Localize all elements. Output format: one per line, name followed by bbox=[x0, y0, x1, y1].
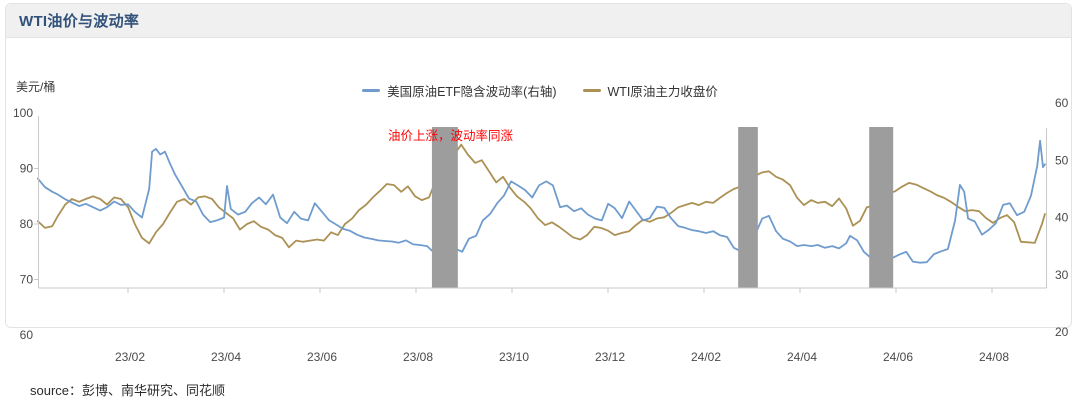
x-axis-label: 23/06 bbox=[307, 350, 337, 364]
source-note: source：彭博、南华研究、同花顺 bbox=[30, 383, 226, 398]
legend-item-price[interactable]: WTI原油主力收盘价 bbox=[582, 81, 718, 100]
right-axis-label: 40 bbox=[1055, 211, 1069, 225]
x-axis-label: 23/12 bbox=[595, 350, 625, 364]
x-axis-label: 24/08 bbox=[979, 350, 1009, 364]
right-axis-label: 60 bbox=[1055, 96, 1069, 110]
x-axis-label: 24/06 bbox=[883, 350, 913, 364]
right-axis-label: 20 bbox=[1055, 325, 1069, 339]
left-axis-unit-label: 美元/桶 bbox=[16, 80, 56, 94]
highlight-band bbox=[431, 127, 458, 288]
legend-label: WTI原油主力收盘价 bbox=[607, 85, 718, 99]
series-line-left bbox=[36, 143, 1046, 249]
legend-item-volatility[interactable]: 美国原油ETF隐含波动率(右轴) bbox=[362, 81, 557, 100]
left-axis-label: 90 bbox=[20, 162, 34, 176]
left-axis-label: 60 bbox=[20, 328, 34, 342]
legend-line-icon bbox=[362, 89, 381, 92]
right-axis-label: 30 bbox=[1055, 268, 1069, 282]
chart-annotation: 油价上涨，波动率同涨 bbox=[388, 129, 514, 143]
highlight-band bbox=[738, 127, 758, 288]
highlight-band bbox=[869, 127, 894, 288]
x-axis-label: 23/02 bbox=[115, 350, 145, 364]
left-axis-label: 70 bbox=[20, 273, 34, 287]
x-axis-label: 24/02 bbox=[691, 350, 721, 364]
chart-legend: 美国原油ETF隐含波动率(右轴) WTI原油主力收盘价 bbox=[0, 81, 1080, 100]
right-axis-label: 50 bbox=[1055, 153, 1069, 167]
chart-card: WTI油价与波动率 bbox=[5, 3, 1072, 328]
x-axis-label: 24/04 bbox=[787, 350, 817, 364]
page-title: WTI油价与波动率 bbox=[19, 13, 140, 30]
left-axis-label: 80 bbox=[20, 217, 34, 231]
chart-card-header: WTI油价与波动率 bbox=[6, 4, 1071, 38]
x-axis-label: 23/08 bbox=[403, 350, 433, 364]
x-axis-label: 23/10 bbox=[499, 350, 529, 364]
left-axis-label: 100 bbox=[13, 106, 33, 120]
legend-line-icon bbox=[582, 89, 601, 92]
legend-label: 美国原油ETF隐含波动率(右轴) bbox=[387, 85, 557, 99]
x-axis-label: 23/04 bbox=[211, 350, 241, 364]
